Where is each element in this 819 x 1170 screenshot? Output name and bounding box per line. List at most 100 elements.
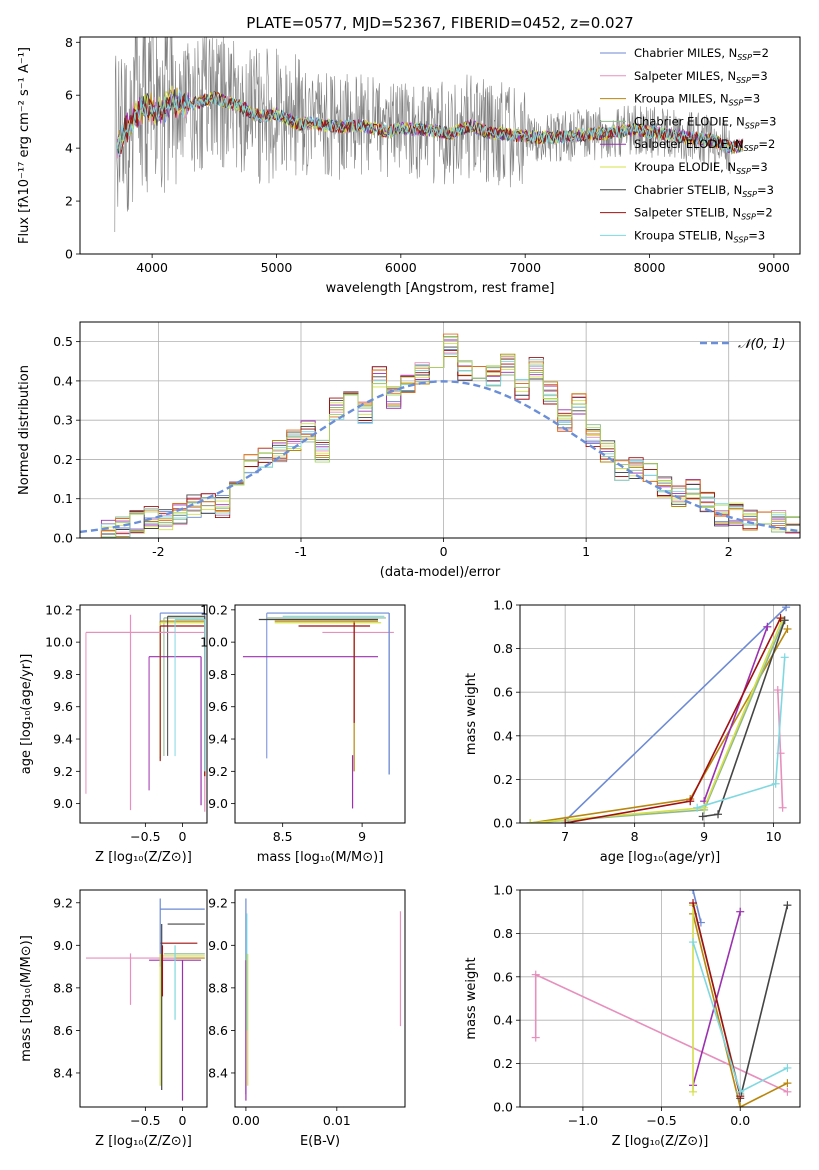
y-tick-label: 8.8 xyxy=(208,980,228,995)
legend-text: Kroupa MILES, N xyxy=(634,92,729,106)
y-tick-label: 0.0 xyxy=(53,531,73,546)
axes-frame xyxy=(79,36,801,255)
legend-entry: 𝒩(0, 1) xyxy=(738,337,785,352)
legend-text: Kroupa STELIB, N xyxy=(634,228,734,242)
legend-text: Kroupa ELODIE, N xyxy=(634,160,736,174)
y-tick-label: 1.0 xyxy=(493,883,513,898)
legend-suffix: =3 xyxy=(751,69,768,83)
legend-entry: Salpeter ELODIE, NSSP=2 xyxy=(634,137,775,153)
x-tick-label: 8000 xyxy=(634,260,666,275)
x-tick-label: 9 xyxy=(358,829,366,844)
legend-suffix: =3 xyxy=(760,114,777,128)
y-tick-label: 8 xyxy=(65,35,73,50)
y-tick-label: 0.0 xyxy=(493,1100,513,1115)
y-tick-label: 9.6 xyxy=(53,699,73,714)
legend-entry: Salpeter MILES, NSSP=3 xyxy=(634,69,768,85)
y-tick-label: 0.5 xyxy=(53,334,73,349)
figure-title: PLATE=0577, MJD=52367, FIBERID=0452, z=0… xyxy=(246,14,633,32)
gaussian-curve xyxy=(80,380,800,534)
panel-spectrum: 4000 5000 6000 7000 8000 9000 0 2 4 6 8 wavelength … xyxy=(17,35,801,296)
y-tick-label: 8.6 xyxy=(53,1023,73,1038)
y-tick-label: 10.2 xyxy=(45,602,73,617)
axes-frame xyxy=(79,321,801,539)
x-tick-label: 5000 xyxy=(261,260,293,275)
y-axis-label: mass weight xyxy=(464,957,479,1039)
y-axis-label: mass weight xyxy=(464,673,479,755)
y-tick-label: 0.4 xyxy=(493,1013,513,1028)
x-tick-label: −0.5 xyxy=(130,1113,160,1128)
y-tick-label: 8.4 xyxy=(208,1065,228,1080)
x-tick-label: 2 xyxy=(725,544,733,559)
y-tick-label: 0.6 xyxy=(493,969,513,984)
y-tick-label: 0.0 xyxy=(493,816,513,831)
y-tick-label: 9.2 xyxy=(208,764,228,779)
y-tick-label: 0.4 xyxy=(493,728,513,743)
y-tick-label: 4 xyxy=(65,141,73,156)
x-tick-label: 9000 xyxy=(758,260,790,275)
x-axis-label: (data-model)/error xyxy=(380,565,501,580)
x-tick-label: 0 xyxy=(179,829,187,844)
axes-frame xyxy=(234,889,406,1108)
legend-entry: Salpeter STELIB, NSSP=2 xyxy=(634,206,773,222)
x-axis-label: Z [log₁₀(Z/Z⊙)] xyxy=(95,1134,192,1149)
plot-area xyxy=(85,898,205,1101)
legend-sub: SSP xyxy=(729,99,744,108)
y-tick-label: 0 xyxy=(65,247,73,262)
legend-entry: Kroupa MILES, NSSP=3 xyxy=(634,92,760,108)
y-tick-label: 9.0 xyxy=(208,938,228,953)
y-tick-label: 0.2 xyxy=(53,452,73,467)
residual-histogram xyxy=(87,337,800,538)
y-tick-label: 0.8 xyxy=(493,641,513,656)
legend-sub: SSP xyxy=(742,190,757,199)
axes-frame xyxy=(519,604,801,824)
y-tick-label: 8.6 xyxy=(208,1023,228,1038)
x-tick-label: 10 xyxy=(766,829,782,844)
y-axis-label: mass [log₁₀(M/M⊙)] xyxy=(19,935,34,1062)
plot-area xyxy=(242,612,394,809)
panel-weight-vs-Z: −1.0 −0.5 0.0 0.0 0.2 0.4 0.6 0.8 1.0 Z [log₁₀(Z/… xyxy=(464,883,801,1149)
y-tick-label: 8.8 xyxy=(53,980,73,995)
panel-weight-vs-age: 7 8 9 10 0.0 0.2 0.4 0.6 0.8 1.0 age [log₁₀(age/yr… xyxy=(464,598,801,865)
legend-sub: SSP xyxy=(736,167,751,176)
y-axis-label: age [log₁₀(age/yr)] xyxy=(19,654,34,775)
y-tick-label: 9.6 xyxy=(208,699,228,714)
grid xyxy=(520,889,800,1108)
axes-frame xyxy=(234,604,406,824)
panel-mass-vs-EBV: 0.00 0.01 8.4 8.6 8.8 9.0 9.2 E(B-V) xyxy=(208,889,406,1149)
legend-suffix: =2 xyxy=(758,137,775,151)
legend-suffix: =3 xyxy=(751,160,768,174)
y-tick-label: 9.0 xyxy=(53,938,73,953)
legend-text: Chabrier ELODIE, N xyxy=(634,114,745,128)
x-axis-label: age [log₁₀(age/yr)] xyxy=(600,850,721,865)
plot-area xyxy=(526,605,792,823)
weight-line xyxy=(739,905,789,1099)
x-tick-label: 0.00 xyxy=(232,1113,260,1128)
y-tick-label: 10.0 xyxy=(200,635,228,650)
legend-sub: SSP xyxy=(736,76,751,85)
x-tick-label: -2 xyxy=(152,544,164,559)
y-tick-label: 6 xyxy=(65,88,73,103)
panel-mass-vs-Z: −0.5 0 8.4 8.6 8.8 9.0 9.2 Z [log₁₀(Z/Z⊙)] mass … xyxy=(19,889,208,1149)
legend-suffix: =2 xyxy=(756,206,773,220)
x-tick-label: 1 xyxy=(582,544,590,559)
x-tick-label: 0 xyxy=(440,544,448,559)
legend-text: Salpeter STELIB, N xyxy=(634,206,741,220)
x-tick-label: 7000 xyxy=(509,260,541,275)
plot-area xyxy=(85,612,206,812)
x-tick-label: 0.0 xyxy=(730,1113,750,1128)
legend-suffix: =3 xyxy=(743,92,760,106)
y-tick-label: 0.4 xyxy=(53,373,73,388)
legend-entry: Chabrier STELIB, NSSP=3 xyxy=(634,183,774,199)
legend-entry: Kroupa STELIB, NSSP=3 xyxy=(634,228,765,244)
y-tick-label: 9.8 xyxy=(53,667,73,682)
observed-spectrum xyxy=(114,37,731,233)
x-tick-label: 8 xyxy=(631,829,639,844)
panel-age-vs-Z: −0.5 0 9.0 9.2 9.4 9.6 9.8 10.0 10.2 Z [log₁₀(Z/Z… xyxy=(19,602,208,865)
plot-area xyxy=(245,898,402,1101)
x-tick-label: 0.01 xyxy=(323,1113,351,1128)
y-tick-label: 9.8 xyxy=(208,667,228,682)
legend-sub: SSP xyxy=(741,213,756,222)
panel-residuals: -2 -1 0 1 2 0.0 0.1 0.2 0.3 0.4 0.5 (data-model)/er… xyxy=(17,321,801,580)
legend-suffix: =3 xyxy=(757,183,774,197)
